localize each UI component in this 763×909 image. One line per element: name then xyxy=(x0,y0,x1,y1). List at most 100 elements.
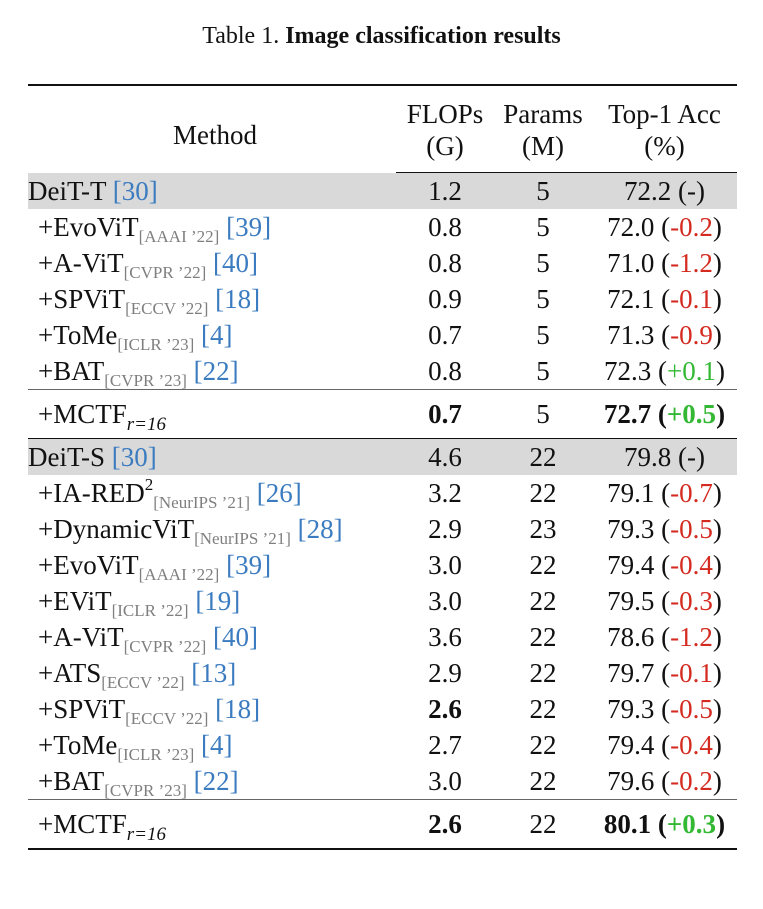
table-row: +DynamicViT[NeurIPS ’21] [28] 2.9 23 79.3 (… xyxy=(28,511,737,547)
acc-cell: 79.6 (-0.2) xyxy=(592,763,737,800)
acc-value: 79.6 xyxy=(607,766,655,796)
reference-link: [40] xyxy=(213,622,258,652)
paren: ( xyxy=(651,399,667,429)
header-acc-unit: (%) xyxy=(592,130,737,173)
params-cell: 5 xyxy=(494,389,592,439)
venue-label: [AAAI ’22] xyxy=(138,227,220,246)
table-row: +A-ViT[CVPR ’22] [40] 0.8 5 71.0 (-1.2) xyxy=(28,245,737,281)
acc-delta: +0.1 xyxy=(667,356,716,386)
paren: ) xyxy=(712,478,722,508)
flops-cell: 0.9 xyxy=(428,284,462,314)
acc-cell: 79.3 (-0.5) xyxy=(592,511,737,547)
method-name: +ToMe xyxy=(38,320,118,350)
flops-cell: 0.7 xyxy=(396,389,494,439)
table-caption: Table 1. Image classification results xyxy=(0,20,763,52)
ours-row: +MCTFr=16 2.6 22 80.1 (+0.3) xyxy=(28,799,737,850)
baseline-row: DeiT-T [30] 1.2 5 72.2 (-) xyxy=(28,172,737,209)
method-cell: DeiT-T [30] xyxy=(28,172,396,209)
table-body: DeiT-T [30] 1.2 5 72.2 (-) +EvoViT[AAAI ’22]… xyxy=(28,172,737,850)
acc-cell: 80.1 (+0.3) xyxy=(592,799,737,850)
acc-cell: 79.7 (-0.1) xyxy=(592,655,737,691)
acc-delta: -0.4 xyxy=(670,730,713,760)
acc-cell: 72.7 (+0.5) xyxy=(592,389,737,439)
method-cell: +EvoViT[AAAI ’22] [39] xyxy=(28,209,396,245)
venue-label: [ICLR ’22] xyxy=(111,601,189,620)
reference-link: [30] xyxy=(112,175,158,206)
paren: ) xyxy=(716,809,726,839)
table-row: +BAT[CVPR ’23] [22] 3.0 22 79.6 (-0.2) xyxy=(28,763,737,800)
reference-link: [22] xyxy=(193,356,239,386)
acc-cell: 72.3 (+0.1) xyxy=(592,353,737,390)
header-acc: Top-1 Acc xyxy=(592,84,737,130)
paren: ) xyxy=(712,550,722,580)
reference-link: [18] xyxy=(215,694,261,724)
acc-delta: -0.5 xyxy=(670,694,713,724)
method-name: +ATS xyxy=(38,658,102,688)
method-cell: +SPViT[ECCV ’22] [18] xyxy=(28,281,396,317)
flops-cell: 2.9 xyxy=(428,514,462,544)
paren: ( xyxy=(654,694,671,724)
flops-cell: 0.8 xyxy=(428,212,462,242)
header-params: Params xyxy=(494,84,592,130)
table-row: +IA-RED2[NeurIPS ’21] [26] 3.2 22 79.1 (-0.… xyxy=(28,475,737,511)
params-cell: 22 xyxy=(529,730,557,760)
acc-delta: -0.2 xyxy=(670,766,713,796)
method-cell: +ATS[ECCV ’22] [13] xyxy=(28,655,396,691)
acc-delta: -0.4 xyxy=(670,550,713,580)
spacer xyxy=(250,478,257,508)
params-cell: 5 xyxy=(536,248,550,278)
results-table: Method FLOPs Params Top-1 Acc (G) (M) (%… xyxy=(28,84,737,850)
params-cell: 22 xyxy=(529,694,557,724)
params-cell: 22 xyxy=(494,799,592,850)
paren: ( xyxy=(654,478,671,508)
paren: ) xyxy=(712,212,722,242)
reference-link: [30] xyxy=(111,442,157,472)
venue-label: [NeurIPS ’21] xyxy=(194,529,291,548)
paren: ( xyxy=(654,622,671,652)
acc-value: 79.3 xyxy=(607,694,655,724)
acc-value: 78.6 xyxy=(607,622,655,652)
reference-link: [4] xyxy=(201,730,233,760)
venue-label: [CVPR ’22] xyxy=(123,637,207,656)
paren: ) xyxy=(712,694,722,724)
flops-cell: 3.0 xyxy=(428,550,462,580)
reference-link: [4] xyxy=(201,320,233,350)
reference-link: [19] xyxy=(195,586,241,616)
reference-link: [26] xyxy=(256,478,302,508)
method-cell: DeiT-S [30] xyxy=(28,438,396,475)
method-name: +DynamicViT xyxy=(38,514,195,544)
acc-cell: 79.3 (-0.5) xyxy=(592,691,737,727)
method-name: +MCTF xyxy=(38,809,127,839)
table-row: +EvoViT[AAAI ’22] [39] 3.0 22 79.4 (-0.4) xyxy=(28,547,737,583)
acc-delta: -1.2 xyxy=(670,248,713,278)
flops-cell: 0.8 xyxy=(428,356,462,386)
method-superscript: 2 xyxy=(144,475,154,494)
paren: ( xyxy=(654,514,671,544)
reference-link: [18] xyxy=(215,284,261,314)
table-row: +SPViT[ECCV ’22] [18] 0.9 5 72.1 (-0.1) xyxy=(28,281,737,317)
method-cell: +IA-RED2[NeurIPS ’21] [26] xyxy=(28,475,396,511)
method-name: +MCTF xyxy=(38,399,127,429)
spacer xyxy=(206,622,213,652)
acc-value: 71.0 xyxy=(607,248,655,278)
method-cell: +BAT[CVPR ’23] [22] xyxy=(28,763,396,800)
table-row: +BAT[CVPR ’23] [22] 0.8 5 72.3 (+0.1) xyxy=(28,353,737,390)
venue-label: [CVPR ’23] xyxy=(104,371,187,390)
params-cell: 22 xyxy=(529,586,557,616)
acc-delta: -0.7 xyxy=(670,478,713,508)
paren: ) xyxy=(712,622,722,652)
flops-cell: 3.6 xyxy=(428,622,462,652)
method-subscript: r=16 xyxy=(126,824,166,845)
spacer xyxy=(187,766,194,796)
acc-value: 79.7 xyxy=(607,658,655,688)
acc-value: 72.0 xyxy=(607,212,655,242)
paren: ( xyxy=(654,284,671,314)
flops-cell: 3.0 xyxy=(428,766,462,796)
venue-label: [ICLR ’23] xyxy=(117,335,195,354)
method-name: +EViT xyxy=(38,586,112,616)
method-name: +BAT xyxy=(38,356,105,386)
paren: ( xyxy=(654,658,671,688)
method-cell: +A-ViT[CVPR ’22] [40] xyxy=(28,619,396,655)
acc-cell: 71.3 (-0.9) xyxy=(592,317,737,353)
acc-cell: 79.4 (-0.4) xyxy=(592,547,737,583)
